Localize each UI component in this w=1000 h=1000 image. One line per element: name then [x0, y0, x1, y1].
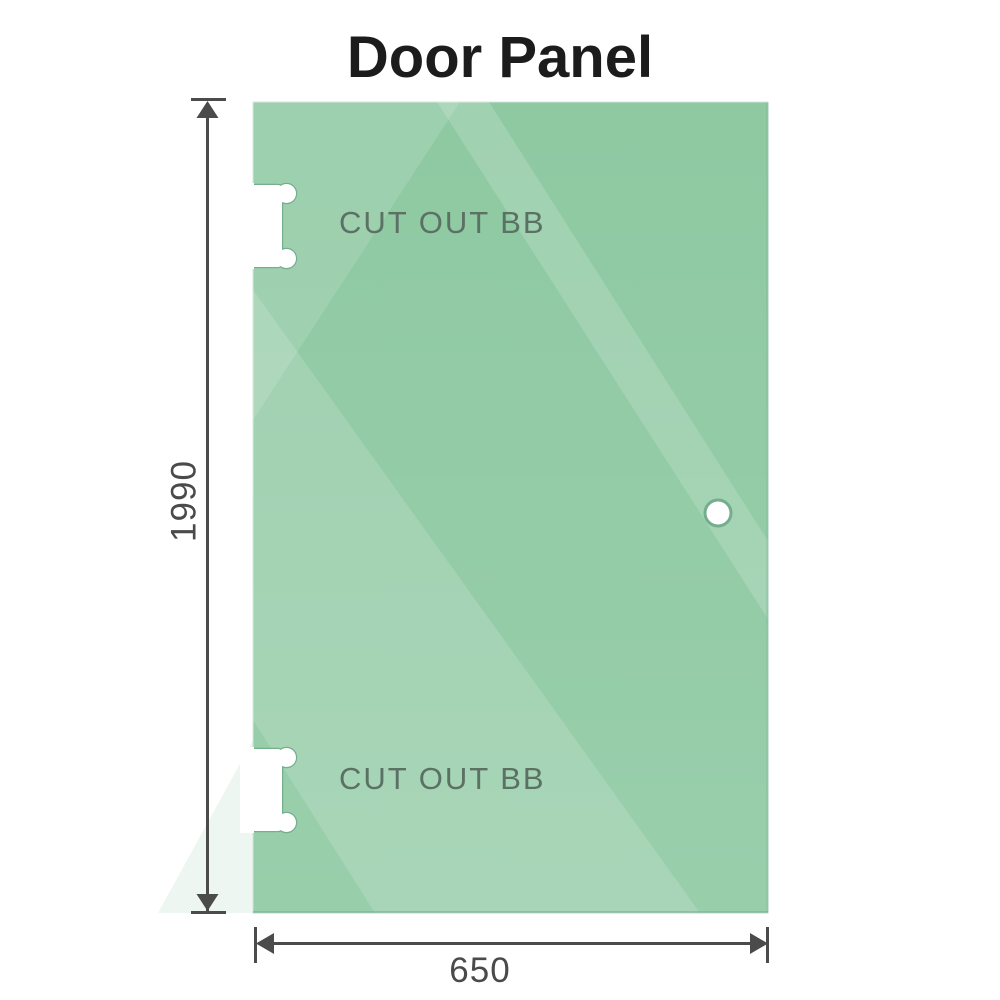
page-title: Door Panel — [346, 25, 654, 90]
width-dimension — [254, 927, 769, 963]
arrow-right-icon — [750, 933, 768, 954]
glass-reflections — [253, 102, 768, 913]
glass-edge-bottom — [253, 911, 768, 914]
arrow-down-icon — [196, 894, 219, 911]
cutout-label-top: CUT OUT BB — [339, 205, 546, 240]
handle-hole — [703, 498, 733, 528]
arrow-left-icon — [256, 933, 274, 954]
hinge-cutout-bottom — [240, 746, 298, 834]
glass-edge-right — [766, 102, 769, 913]
arrow-up-icon — [196, 101, 219, 118]
height-dimension-value: 1990 — [164, 460, 204, 542]
cutout-label-bottom: CUT OUT BB — [339, 761, 546, 796]
width-dimension-value: 650 — [449, 951, 511, 990]
outside-reflection-wedge — [158, 740, 253, 913]
height-dimension — [191, 98, 226, 914]
hinge-cutout-top — [240, 182, 298, 270]
